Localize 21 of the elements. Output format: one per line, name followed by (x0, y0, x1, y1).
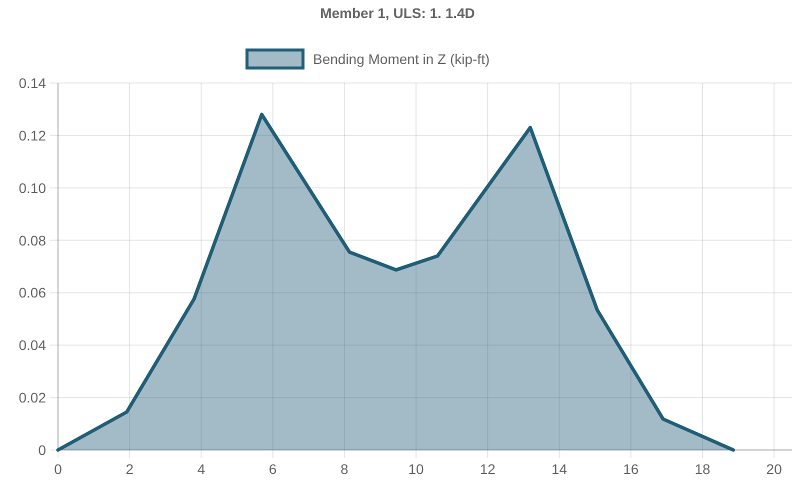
x-tick-label: 8 (340, 461, 349, 477)
y-tick-label: 0.10 (18, 180, 46, 196)
y-tick-label: 0.02 (18, 390, 46, 406)
chart-title: Member 1, ULS: 1. 1.4D (320, 5, 475, 21)
x-tick-label: 14 (551, 461, 568, 477)
x-tick-label: 20 (766, 461, 782, 477)
x-tick-label: 0 (54, 461, 62, 477)
y-tick-label: 0 (38, 442, 46, 458)
y-tick-label: 0.06 (18, 284, 46, 301)
y-tick-label: 0.08 (18, 232, 46, 248)
y-tick-label: 0.12 (18, 127, 46, 144)
x-tick-label: 16 (623, 461, 639, 477)
x-tick-label: 12 (480, 461, 496, 477)
legend-label: Bending Moment in Z (kip-ft) (313, 51, 490, 67)
x-tick-label: 10 (408, 461, 424, 477)
y-tick-label: 0.14 (18, 75, 46, 91)
x-tick-label: 6 (268, 461, 277, 477)
x-tick-label: 4 (197, 461, 206, 477)
x-tick-label: 18 (694, 461, 710, 477)
y-tick-label: 0.04 (18, 337, 46, 354)
x-tick-label: 2 (126, 461, 134, 477)
